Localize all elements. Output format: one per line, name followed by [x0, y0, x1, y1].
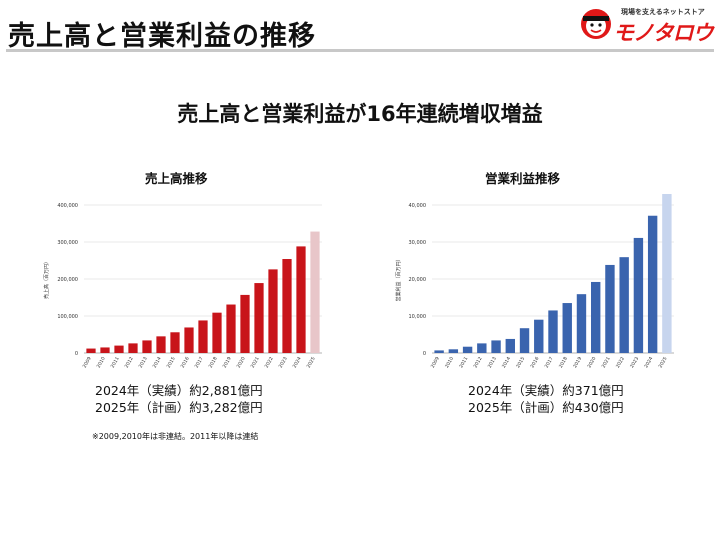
profit-bar-2025: [662, 194, 672, 353]
profit-bar-2017: [548, 310, 558, 353]
profit-xtick-label: 2022: [615, 356, 626, 369]
sales-bar-2023: [282, 259, 292, 353]
sales-bar-2024: [296, 246, 306, 353]
profit-xtick-label: 2023: [629, 356, 640, 369]
profit-ytick-label: 30,000: [409, 240, 427, 246]
sales-bar-chart: 0 100,000 200,000 300,000 400,000 売上高（百万円） 200…: [43, 203, 322, 369]
sales-bar-2009: [86, 348, 96, 353]
sales-ytick-label: 0: [75, 351, 78, 357]
sales-note: 2024年（実績）約2,881億円 2025年（計画）約3,282億円: [95, 382, 263, 416]
profit-bar-2022: [619, 257, 629, 353]
profit-bar-2015: [519, 328, 530, 353]
profit-xtick-label: 2010: [444, 356, 455, 369]
sales-xtick-label: 2019: [222, 356, 233, 369]
profit-xtick-label: 2015: [515, 356, 526, 369]
profit-xtick-label: 2012: [473, 356, 484, 369]
profit-xtick-label: 2021: [601, 356, 612, 369]
profit-note-actual: 2024年（実績）約371億円: [468, 383, 624, 398]
profit-bar-2016: [534, 319, 544, 353]
logo-wordmark: モノタロウ: [613, 21, 714, 45]
profit-xtick-label: 2018: [558, 356, 569, 369]
profit-bar-2018: [562, 303, 572, 353]
sales-bar-2011: [114, 345, 124, 353]
profit-xtick-label: 2017: [544, 356, 555, 369]
sales-xtick-label: 2014: [152, 356, 163, 369]
sales-bar-2017: [198, 320, 208, 353]
profit-xtick-label: 2025: [658, 356, 669, 369]
sales-xtick-label: 2021: [250, 356, 261, 369]
profit-note-plan: 2025年（計画）約430億円: [468, 400, 624, 415]
page-title: 売上高と営業利益の推移: [8, 21, 316, 52]
profit-bar-2013: [491, 340, 501, 353]
mascot-icon: [581, 9, 611, 39]
profit-ylabel: 営業利益（百万円）: [395, 256, 402, 301]
footnote: ※2009,2010年は非連結。2011年以降は連結: [92, 432, 259, 441]
sales-bar-2018: [212, 312, 222, 353]
profit-bar-2023: [633, 237, 644, 353]
sales-xtick-label: 2012: [124, 356, 135, 369]
sales-bar-2015: [170, 332, 180, 353]
sales-bar-2014: [156, 336, 166, 353]
profit-bar-2009: [434, 350, 444, 353]
profit-ytick-label: 0: [423, 351, 426, 357]
sales-bar-2020: [240, 294, 250, 353]
profit-bar-2019: [576, 294, 587, 353]
sales-bar-2021: [254, 283, 264, 353]
sales-xtick-label: 2010: [96, 356, 107, 369]
profit-xtick-label: 2016: [529, 356, 540, 369]
sales-xtick-label: 2016: [180, 356, 191, 369]
sales-bar-2010: [100, 347, 110, 353]
profit-bar-2021: [605, 264, 615, 353]
profit-xtick-label: 2019: [572, 356, 583, 369]
sales-bar-2025: [310, 231, 320, 353]
profit-ytick-label: 20,000: [409, 277, 427, 283]
sales-ytick-label: 100,000: [57, 314, 78, 320]
sales-xtick-label: 2020: [236, 356, 247, 369]
sales-ytick-label: 400,000: [57, 203, 78, 209]
sales-xtick-label: 2011: [110, 356, 121, 369]
profit-bar-2011: [462, 346, 473, 353]
sales-xtick-label: 2025: [306, 356, 317, 369]
profit-bar-2012: [477, 343, 487, 353]
title-divider: [6, 49, 714, 52]
profit-chart-title: 営業利益推移: [485, 171, 561, 186]
profit-xtick-label: 2020: [586, 356, 597, 369]
sales-note-actual: 2024年（実績）約2,881億円: [95, 383, 263, 398]
sales-bar-2012: [128, 343, 138, 353]
sales-bar-2019: [226, 304, 236, 353]
sales-xtick-label: 2009: [82, 356, 93, 369]
profit-xtick-label: 2011: [458, 356, 469, 369]
slide-headline: 売上高と営業利益が16年連続増収増益: [177, 102, 543, 126]
sales-xtick-label: 2024: [292, 356, 303, 369]
sales-xtick-label: 2013: [138, 356, 149, 369]
profit-xtick-label: 2024: [643, 356, 654, 369]
sales-note-plan: 2025年（計画）約3,282億円: [95, 400, 263, 415]
sales-bar-2022: [268, 269, 278, 353]
sales-ylabel: 売上高（百万円）: [43, 259, 50, 299]
sales-bar-2013: [142, 340, 152, 353]
profit-xtick-label: 2009: [430, 356, 441, 369]
profit-bar-2020: [591, 281, 601, 353]
company-logo: 現場を支えるネットストア モノタロウ: [579, 5, 714, 45]
sales-xtick-label: 2018: [208, 356, 219, 369]
profit-xtick-label: 2014: [501, 356, 512, 369]
logo-tagline: 現場を支えるネットストア: [621, 8, 705, 16]
sales-ytick-label: 300,000: [57, 240, 78, 246]
sales-ytick-label: 200,000: [57, 277, 78, 283]
profit-bar-2010: [448, 349, 459, 353]
profit-bar-2014: [505, 338, 515, 353]
sales-xtick-label: 2015: [166, 356, 177, 369]
sales-chart-title: 売上高推移: [145, 171, 208, 186]
profit-ytick-label: 40,000: [409, 203, 427, 209]
sales-xtick-label: 2023: [278, 356, 289, 369]
profit-xtick-label: 2013: [487, 356, 498, 369]
sales-xtick-label: 2017: [194, 356, 205, 369]
profit-ytick-label: 10,000: [409, 314, 427, 320]
profit-note: 2024年（実績）約371億円 2025年（計画）約430億円: [468, 382, 624, 416]
sales-xtick-label: 2022: [264, 356, 275, 369]
sales-bar-2016: [184, 327, 194, 353]
profit-bar-2024: [647, 215, 658, 353]
